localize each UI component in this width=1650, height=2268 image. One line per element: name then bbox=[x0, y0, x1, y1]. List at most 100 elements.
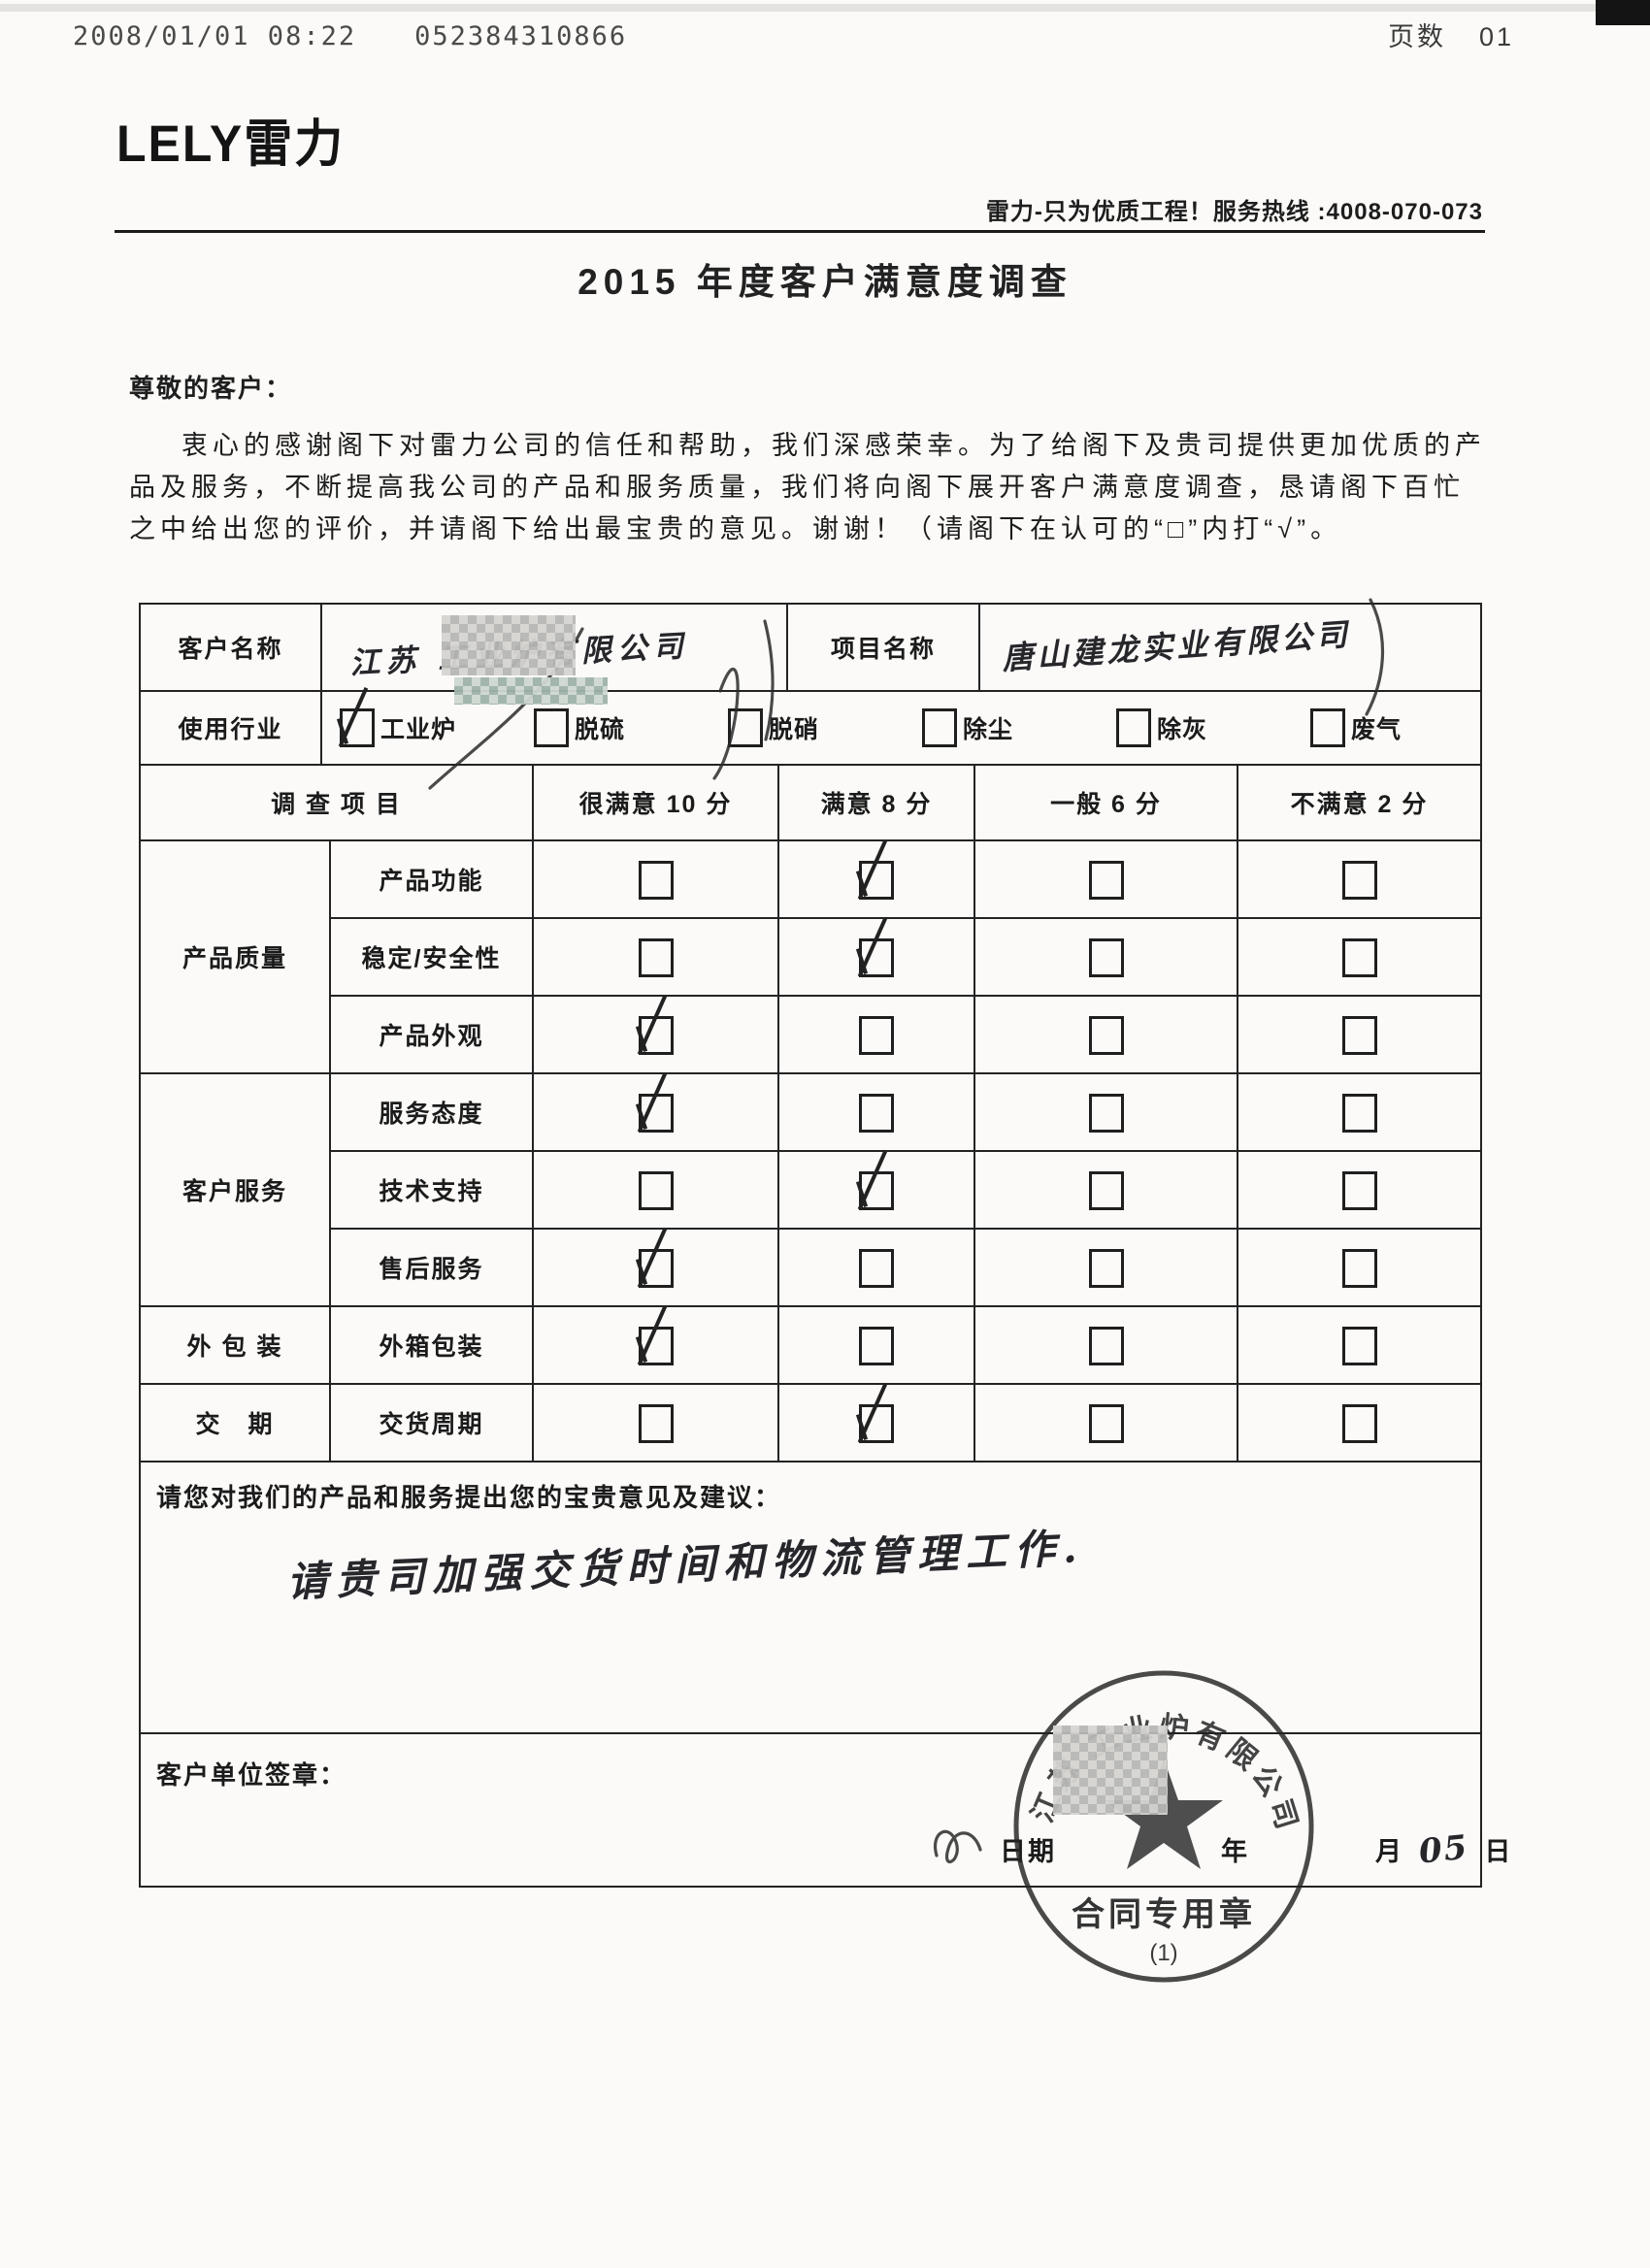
comment-signature-table: 请您对我们的产品和服务提出您的宝贵意见及建议： 请贵司加强交货时间和物流管理工作… bbox=[139, 1461, 1482, 1888]
category-packaging: 外 包 装 bbox=[139, 1305, 331, 1385]
checkbox-icon bbox=[1088, 1327, 1124, 1365]
project-name-handwriting: 唐山建龙实业有限公司 bbox=[1001, 615, 1353, 677]
customer-name-label: 客户名称 bbox=[139, 603, 322, 692]
checkbox-icon bbox=[859, 1094, 894, 1133]
checkbox-icon bbox=[1341, 1016, 1377, 1055]
rating-cell bbox=[532, 1150, 779, 1230]
page-number-label: 页数 bbox=[1387, 22, 1446, 51]
rating-cell bbox=[777, 1150, 975, 1230]
checkbox-icon bbox=[859, 861, 894, 900]
industry-option-denitration: 脱硝 bbox=[728, 708, 922, 747]
rating-cell bbox=[1237, 917, 1482, 997]
intro-paragraph: 衷心的感谢阁下对雷力公司的信任和帮助，我们深感荣幸。为了给阁下及贵司提供更加优质… bbox=[129, 431, 1486, 543]
rating-cell bbox=[974, 1305, 1238, 1385]
rating-cell bbox=[532, 917, 779, 997]
rating-cell bbox=[777, 1072, 975, 1152]
checkbox-icon bbox=[1341, 1094, 1377, 1133]
industry-option-dust: 除尘 bbox=[922, 708, 1116, 747]
item-label: 交货周期 bbox=[329, 1383, 534, 1463]
checkbox-icon bbox=[1341, 1249, 1377, 1288]
header-satisfied: 满意 8 分 bbox=[777, 764, 975, 841]
checkbox-icon bbox=[859, 1016, 894, 1055]
date-day-suffix: 日 bbox=[1484, 1837, 1513, 1866]
rating-cell bbox=[777, 1228, 975, 1307]
item-label: 外箱包装 bbox=[329, 1305, 534, 1385]
company-logo: LELY雷力 bbox=[116, 115, 346, 173]
rating-cell bbox=[777, 1383, 975, 1463]
rating-row: 售后服务 bbox=[140, 1228, 1482, 1307]
rating-cell bbox=[974, 1383, 1238, 1463]
rating-cell bbox=[1237, 1383, 1482, 1463]
item-label: 售后服务 bbox=[329, 1228, 534, 1307]
redaction-mosaic bbox=[442, 615, 576, 675]
rating-cell bbox=[974, 839, 1238, 919]
industry-option-ash: 除灰 bbox=[1116, 708, 1310, 747]
date-day-handwriting: 05 bbox=[1417, 1827, 1471, 1872]
checkbox-icon bbox=[638, 938, 674, 977]
rating-cell bbox=[532, 1228, 779, 1307]
survey-form: 客户名称 江苏 工业炉有限公司 项目名称 唐山建龙实业有限公司 使用行业 工业炉… bbox=[139, 603, 1484, 1888]
rating-row: 稳定/安全性 bbox=[140, 917, 1482, 997]
checkbox-icon bbox=[1088, 861, 1124, 900]
header-unsatisfied: 不满意 2 分 bbox=[1237, 764, 1482, 841]
rating-cell bbox=[777, 839, 975, 919]
industry-label: 使用行业 bbox=[139, 690, 322, 766]
rating-cell bbox=[532, 995, 779, 1074]
comment-handwriting: 请贵司加强交货时间和物流管理工作. bbox=[285, 1524, 1086, 1606]
project-name-label: 项目名称 bbox=[786, 603, 980, 692]
rating-table: 调 查 项 目 很满意 10 分 满意 8 分 一般 6 分 不满意 2 分 产… bbox=[139, 764, 1482, 1463]
rating-cell bbox=[532, 839, 779, 919]
checkbox-icon bbox=[340, 708, 375, 747]
scan-corner-mark bbox=[1596, 0, 1650, 25]
project-name-field: 唐山建龙实业有限公司 bbox=[978, 603, 1482, 692]
checkbox-icon bbox=[859, 1404, 894, 1443]
rating-cell bbox=[532, 1383, 779, 1463]
rating-cell bbox=[532, 1305, 779, 1385]
rating-cell bbox=[1237, 839, 1482, 919]
info-table: 客户名称 江苏 工业炉有限公司 项目名称 唐山建龙实业有限公司 使用行业 工业炉… bbox=[139, 603, 1482, 766]
checkbox-icon bbox=[1088, 1404, 1124, 1443]
checkbox-icon bbox=[1341, 1171, 1377, 1210]
industry-option-desulfur: 脱硫 bbox=[534, 708, 728, 747]
checkbox-icon bbox=[638, 1094, 674, 1133]
category-product-quality: 产品质量 bbox=[139, 839, 331, 1074]
checkbox-icon bbox=[638, 861, 674, 900]
rating-cell bbox=[1237, 1150, 1482, 1230]
rating-cell bbox=[1237, 1072, 1482, 1152]
rating-row: 产品质量 产品功能 bbox=[139, 839, 1482, 1074]
header-survey-items: 调 查 项 目 bbox=[139, 764, 534, 841]
item-label: 稳定/安全性 bbox=[329, 917, 534, 997]
rating-cell bbox=[532, 1072, 779, 1152]
checkbox-icon bbox=[1088, 1094, 1124, 1133]
rating-cell bbox=[974, 917, 1238, 997]
redaction-mosaic bbox=[1053, 1726, 1168, 1815]
page-number-value: 01 bbox=[1478, 22, 1514, 51]
signature-box: 客户单位签章： bbox=[139, 1732, 1482, 1888]
rating-row: 外 包 装 外箱包装 bbox=[139, 1305, 1482, 1385]
rating-cell bbox=[1237, 1228, 1482, 1307]
checkbox-icon bbox=[1088, 1016, 1124, 1055]
comment-box: 请您对我们的产品和服务提出您的宝贵意见及建议： 请贵司加强交货时间和物流管理工作… bbox=[139, 1461, 1482, 1734]
header-divider bbox=[115, 230, 1485, 233]
date-label: 日期 bbox=[1000, 1837, 1056, 1866]
comment-prompt: 请您对我们的产品和服务提出您的宝贵意见及建议： bbox=[156, 1483, 782, 1512]
checkbox-icon bbox=[859, 938, 894, 977]
item-label: 产品外观 bbox=[329, 995, 534, 1074]
checkbox-icon bbox=[1088, 1171, 1124, 1210]
rating-cell bbox=[974, 1228, 1238, 1307]
page-number: 页数 01 bbox=[1388, 16, 1514, 53]
checkbox-icon bbox=[534, 708, 569, 747]
header-average: 一般 6 分 bbox=[974, 764, 1238, 841]
greeting-text: 尊敬的客户： bbox=[129, 374, 293, 403]
rating-cell bbox=[1237, 995, 1482, 1074]
date-line: 日期 年 月 05 日 bbox=[1000, 1827, 1513, 1872]
scan-artifact-band bbox=[0, 4, 1650, 12]
checkbox-icon bbox=[1310, 708, 1345, 747]
checkbox-icon bbox=[1341, 1404, 1377, 1443]
rating-cell bbox=[777, 995, 975, 1074]
rating-row: 产品外观 bbox=[140, 995, 1482, 1074]
date-month-suffix: 月 bbox=[1375, 1837, 1403, 1866]
signature-label: 客户单位签章： bbox=[156, 1760, 347, 1790]
service-hotline-slogan: 雷力-只为优质工程！服务热线 :4008-070-073 bbox=[985, 199, 1483, 225]
